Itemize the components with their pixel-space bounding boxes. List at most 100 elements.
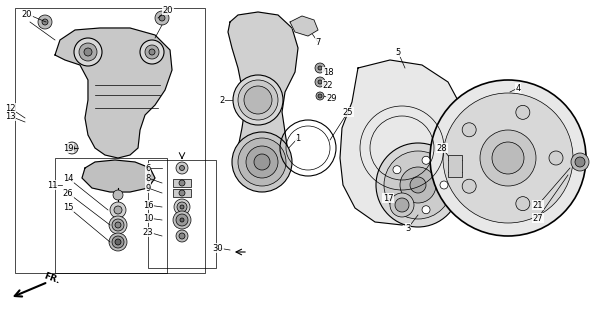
Circle shape <box>462 179 476 193</box>
Text: 19: 19 <box>63 143 73 153</box>
Bar <box>148 160 216 268</box>
Text: 5: 5 <box>395 47 401 57</box>
Polygon shape <box>228 12 298 182</box>
Circle shape <box>140 40 164 64</box>
Circle shape <box>400 167 436 203</box>
Circle shape <box>410 177 426 193</box>
Text: 18: 18 <box>323 68 333 76</box>
Circle shape <box>159 15 165 21</box>
Circle shape <box>462 123 476 137</box>
Text: 7: 7 <box>315 37 320 46</box>
Circle shape <box>516 197 530 211</box>
Circle shape <box>176 214 188 226</box>
Circle shape <box>179 233 185 239</box>
Text: 23: 23 <box>143 228 153 236</box>
Text: 20: 20 <box>163 5 173 14</box>
Circle shape <box>109 216 127 234</box>
Text: 20: 20 <box>22 10 32 19</box>
Circle shape <box>440 181 448 189</box>
Circle shape <box>114 206 122 214</box>
Circle shape <box>149 49 155 55</box>
Circle shape <box>66 142 78 154</box>
Circle shape <box>238 80 278 120</box>
Text: 25: 25 <box>343 108 353 116</box>
Text: 1: 1 <box>295 133 301 142</box>
Circle shape <box>112 219 124 231</box>
Circle shape <box>516 105 530 119</box>
Circle shape <box>571 153 589 171</box>
Circle shape <box>180 205 184 209</box>
Text: 4: 4 <box>515 84 521 92</box>
Polygon shape <box>340 60 465 225</box>
Circle shape <box>315 63 325 73</box>
Text: 3: 3 <box>406 223 411 233</box>
Circle shape <box>115 239 121 245</box>
Text: 9: 9 <box>146 183 150 193</box>
Text: 30: 30 <box>213 244 223 252</box>
Text: 21: 21 <box>533 201 543 210</box>
Circle shape <box>109 233 127 251</box>
Circle shape <box>492 142 524 174</box>
Circle shape <box>318 94 322 98</box>
Circle shape <box>113 190 123 200</box>
Circle shape <box>254 154 270 170</box>
Bar <box>173 189 191 197</box>
Circle shape <box>42 19 48 25</box>
Circle shape <box>575 157 585 167</box>
Circle shape <box>79 43 97 61</box>
Circle shape <box>84 48 92 56</box>
Text: 26: 26 <box>63 188 73 197</box>
Circle shape <box>315 77 325 87</box>
Circle shape <box>174 199 190 215</box>
Circle shape <box>393 196 401 204</box>
Text: 8: 8 <box>146 173 151 182</box>
Circle shape <box>390 193 414 217</box>
Polygon shape <box>55 28 172 158</box>
Circle shape <box>443 93 573 223</box>
Text: 16: 16 <box>143 201 153 210</box>
Circle shape <box>176 162 188 174</box>
Text: 28: 28 <box>437 143 447 153</box>
Circle shape <box>110 202 126 218</box>
Circle shape <box>74 38 102 66</box>
Circle shape <box>384 151 452 219</box>
Text: 2: 2 <box>219 95 225 105</box>
Circle shape <box>179 180 185 186</box>
Text: 11: 11 <box>47 180 58 189</box>
Circle shape <box>422 156 430 164</box>
Circle shape <box>318 80 322 84</box>
Circle shape <box>180 218 184 222</box>
Circle shape <box>376 143 460 227</box>
Circle shape <box>480 130 536 186</box>
Text: 29: 29 <box>326 93 337 102</box>
Bar <box>55 158 167 273</box>
Text: 13: 13 <box>5 111 16 121</box>
Text: 27: 27 <box>533 213 543 222</box>
Text: 6: 6 <box>146 164 151 172</box>
Circle shape <box>238 138 286 186</box>
Circle shape <box>155 11 169 25</box>
Circle shape <box>69 146 74 150</box>
Circle shape <box>179 190 185 196</box>
Circle shape <box>244 86 272 114</box>
Circle shape <box>38 15 52 29</box>
Circle shape <box>246 146 278 178</box>
Bar <box>15 8 205 273</box>
Text: 14: 14 <box>63 173 73 182</box>
Circle shape <box>115 222 121 228</box>
Circle shape <box>145 45 159 59</box>
Bar <box>448 155 462 177</box>
Text: 10: 10 <box>143 213 153 222</box>
Circle shape <box>393 166 401 174</box>
Bar <box>173 179 191 187</box>
Circle shape <box>430 80 586 236</box>
Circle shape <box>422 206 430 214</box>
Circle shape <box>395 198 409 212</box>
Text: 17: 17 <box>383 194 394 203</box>
Circle shape <box>549 151 563 165</box>
Polygon shape <box>290 16 318 36</box>
Text: 12: 12 <box>5 103 15 113</box>
Circle shape <box>316 92 324 100</box>
Circle shape <box>112 236 124 248</box>
Circle shape <box>318 66 322 70</box>
